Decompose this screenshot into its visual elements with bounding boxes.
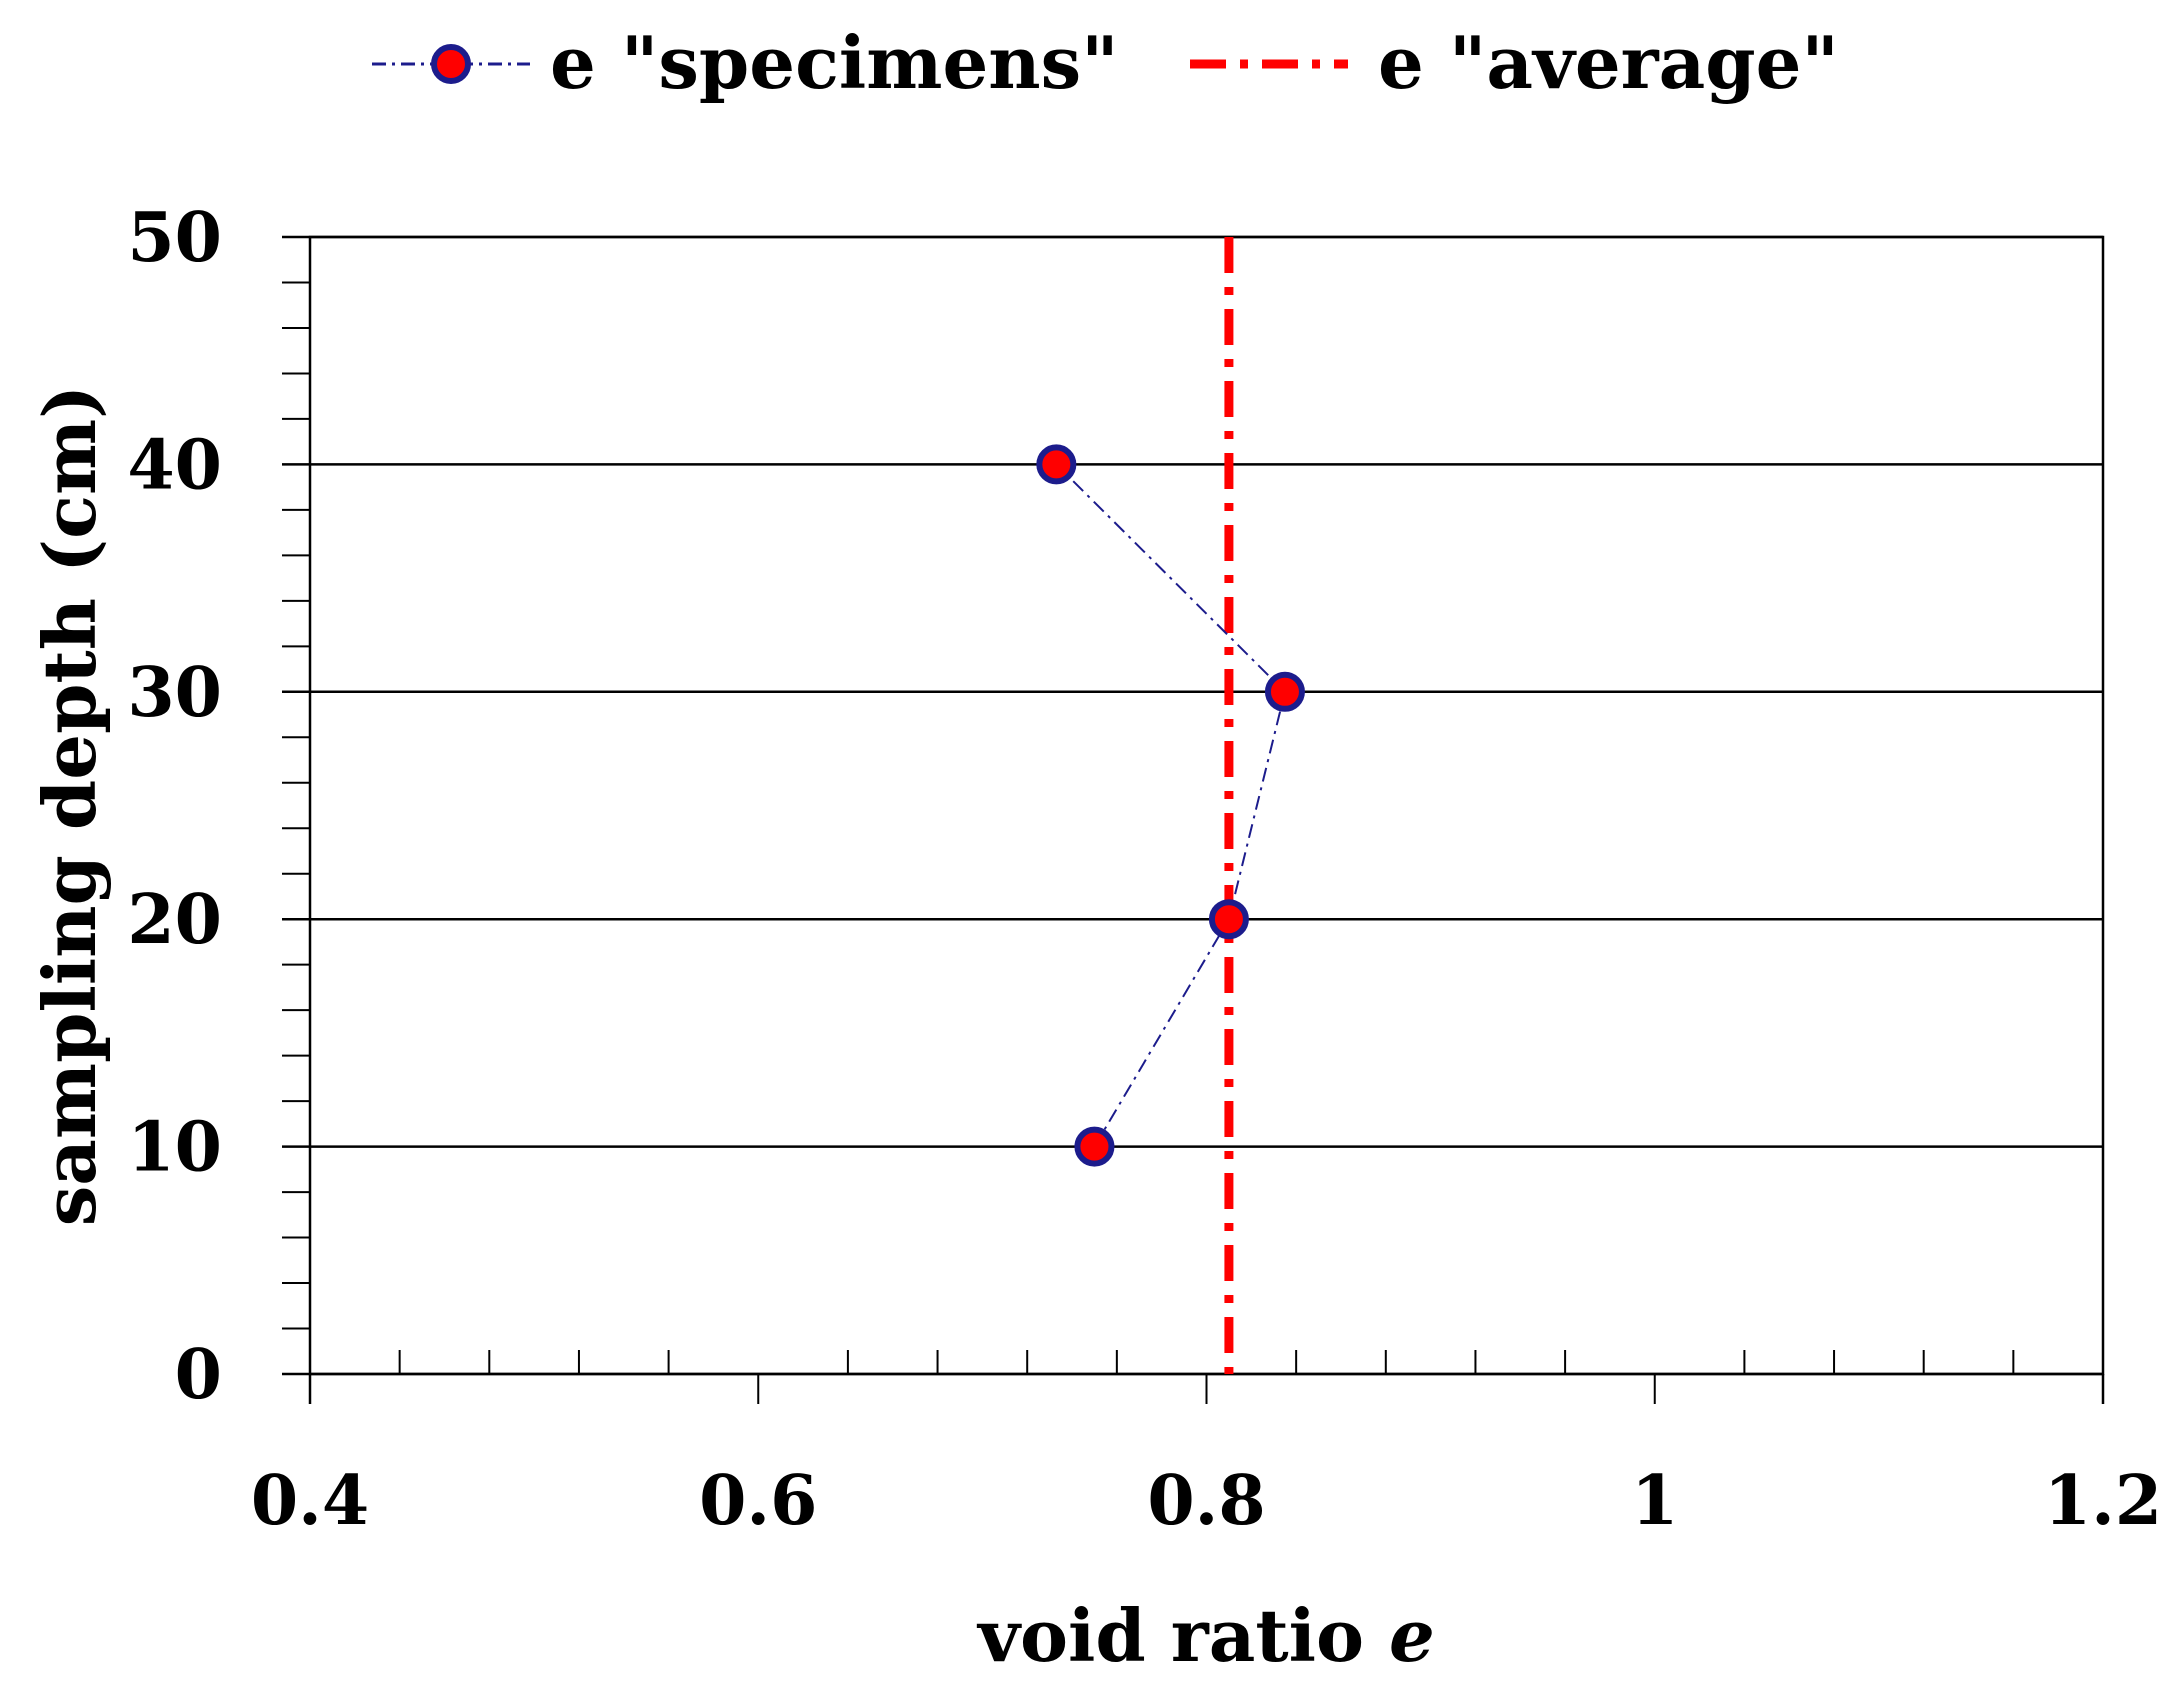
x-axis-title-text: void ratio	[976, 1593, 1389, 1678]
y-tick-labels: 0 10 20 30 40 50	[127, 198, 222, 1415]
y-tick-label: 0	[175, 1335, 222, 1415]
x-tick-label: 1	[1631, 1461, 1678, 1541]
y-tick-label: 30	[127, 653, 222, 733]
y-tick-label: 40	[127, 425, 222, 505]
minor-ticks	[282, 281, 2105, 1404]
legend-specimens-label: e "specimens"	[550, 20, 1119, 105]
y-tick-label: 50	[127, 198, 222, 278]
x-axis-title: void ratio e	[976, 1593, 1435, 1678]
y-axis-title: sampling depth (cm)	[27, 385, 112, 1227]
y-tick-label: 10	[127, 1108, 222, 1188]
x-tick-label: 0.8	[1147, 1461, 1265, 1541]
specimens-line	[1055, 463, 1287, 1148]
legend-average-label: e "average"	[1378, 20, 1839, 105]
specimen-point	[1264, 671, 1305, 712]
specimens-markers	[1036, 444, 1305, 1167]
specimen-point	[1074, 1126, 1115, 1167]
y-tick-label: 20	[127, 880, 222, 960]
grid-lines	[282, 235, 2103, 1376]
x-tick-label: 1.2	[2044, 1461, 2162, 1541]
x-tick-labels: 0.4 0.6 0.8 1 1.2	[251, 1461, 2162, 1541]
specimen-point	[1036, 444, 1077, 485]
specimen-point	[1208, 899, 1249, 940]
x-tick-label: 0.4	[251, 1461, 369, 1541]
x-tick-label: 0.6	[699, 1461, 817, 1541]
legend: e "specimens" e "average"	[372, 20, 1839, 105]
plot-frame	[308, 235, 2105, 1376]
legend-specimens-marker	[431, 44, 471, 84]
x-axis-title-symbol: e	[1389, 1593, 1435, 1678]
